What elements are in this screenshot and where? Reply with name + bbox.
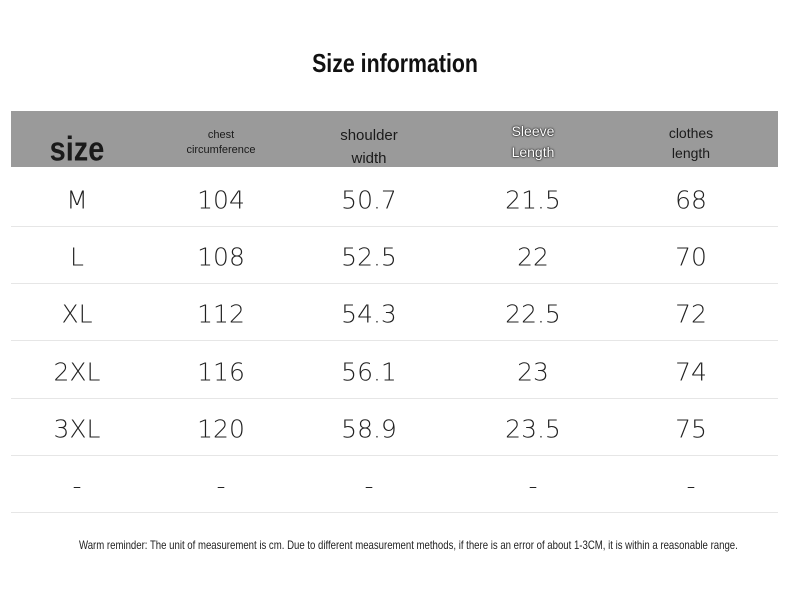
table-cell: - (72, 471, 82, 501)
table-cell: 2XL (53, 357, 101, 387)
table-cell: 104 (197, 185, 245, 215)
table-cell: 50.7 (341, 185, 397, 215)
table-cell: 72 (675, 299, 707, 329)
table-cell: 22 (517, 242, 549, 272)
table-cell: - (528, 471, 538, 501)
row-divider (11, 397, 778, 399)
table-cell: - (364, 471, 374, 501)
column-header: chest circumference (186, 129, 256, 156)
table-cell: 22.5 (505, 299, 561, 329)
table-header-band (11, 111, 778, 167)
title: Size information (312, 48, 478, 78)
table-cell: - (686, 471, 696, 501)
table-cell: 23 (517, 357, 549, 387)
table-cell: 54.3 (341, 299, 397, 329)
note: Warm reminder: The unit of measurement i… (79, 538, 738, 552)
table-cell: L (70, 242, 84, 272)
table-cell: XL (61, 299, 93, 329)
table-cell: 75 (675, 414, 707, 444)
table-cell: - (216, 471, 226, 501)
table-cell: 68 (675, 185, 707, 215)
table-cell: 112 (197, 299, 245, 329)
table-cell: 70 (675, 242, 707, 272)
table-cell: 74 (675, 357, 707, 387)
row-divider (11, 512, 778, 513)
table-cell: 116 (197, 357, 245, 387)
column-header: clothes length (668, 125, 714, 161)
table-cell: 56.1 (341, 357, 397, 387)
column-header: size (49, 130, 105, 169)
table-cell: M (66, 185, 88, 215)
row-divider (11, 340, 778, 342)
table-cell: 108 (197, 242, 245, 272)
row-divider (11, 226, 778, 227)
table-cell: 58.9 (341, 414, 397, 444)
table-cell: 21.5 (505, 185, 561, 215)
table-cell: 3XL (53, 414, 101, 444)
row-divider (11, 454, 778, 456)
column-header: shoulder width (340, 127, 398, 167)
column-header: Sleeve Length (511, 123, 555, 160)
table-cell: 52.5 (341, 242, 397, 272)
table-cell: 23.5 (505, 414, 561, 444)
row-divider (11, 283, 778, 285)
table-cell: 120 (197, 414, 245, 444)
